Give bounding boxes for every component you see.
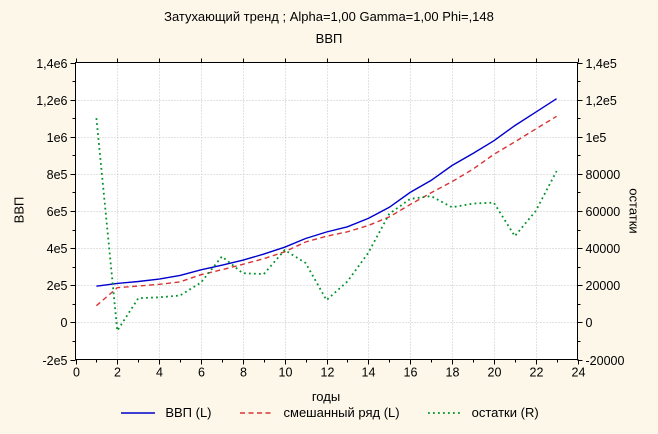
x-axis-tick-label: 20 [488,366,502,380]
legend-item-residuals: остатки (R) [426,405,539,420]
x-axis-tick-label: 16 [404,366,418,380]
x-axis-tick-label: 18 [446,366,460,380]
x-axis-tick-label: 6 [198,366,205,380]
chart-subtitle: ВВП [315,31,343,46]
legend-item-mixed-series: смешанный ряд (L) [238,405,400,420]
legend-line-sample-dashed-icon [239,411,274,414]
legend: ВВП (L) смешанный ряд (L) остатки (R) [0,405,658,420]
left-axis-tick-label: -2e5 [42,354,67,368]
right-axis-title: остатки [626,188,642,234]
x-axis-tick-label: 0 [73,366,80,380]
x-axis-tick-label: 12 [321,366,335,380]
legend-label: остатки (R) [471,405,539,420]
left-axis-tick-label: 4e5 [47,242,68,256]
series-line-residuals [95,118,558,334]
x-axis-tick-label: 22 [530,366,544,380]
right-axis-tick-label: -20000 [586,354,625,368]
right-axis-tick-label: 80000 [586,168,621,182]
legend-item-vvp: ВВП (L) [119,405,212,420]
right-axis-tick-label: 40000 [586,242,621,256]
x-axis-title: годы [311,389,341,404]
left-axis-tick-label: 1e6 [47,131,68,145]
right-axis-tick-label: 60000 [586,205,621,219]
legend-line-sample-dotted-icon [427,411,462,414]
left-axis-tick-label: 6e5 [47,205,68,219]
left-axis-title: ВВП [11,196,27,224]
x-axis-tick-label: 2 [114,366,121,380]
x-axis-tick-label: 4 [156,366,163,380]
left-axis-tick-label: 1,4e6 [36,57,67,71]
series-line-vvp [96,98,557,287]
legend-label: ВВП (L) [165,405,212,420]
right-axis-tick-label: 0 [586,316,593,330]
legend-label: смешанный ряд (L) [283,405,400,420]
right-axis-tick-label: 1,4e5 [586,57,617,71]
right-axis-tick-label: 1e5 [586,131,607,145]
x-axis-tick-label: 14 [362,366,376,380]
x-axis-tick-label: 10 [279,366,293,380]
right-axis-tick-label: 20000 [586,279,621,293]
left-axis-tick-label: 2e5 [47,279,68,293]
right-axis-tick-label: 1,2e5 [586,94,617,108]
left-axis-tick-label: 8e5 [47,168,68,182]
x-axis-tick-label: 24 [572,366,586,380]
left-axis-tick-label: 0 [61,316,68,330]
left-axis-tick-label: 1,2e6 [36,94,67,108]
legend-line-sample-solid-icon [121,411,156,414]
x-axis-tick-label: 8 [240,366,247,380]
plot-area [75,62,578,360]
chart-title: Затухающий тренд ; Alpha=1,00 Gamma=1,00… [164,9,494,24]
